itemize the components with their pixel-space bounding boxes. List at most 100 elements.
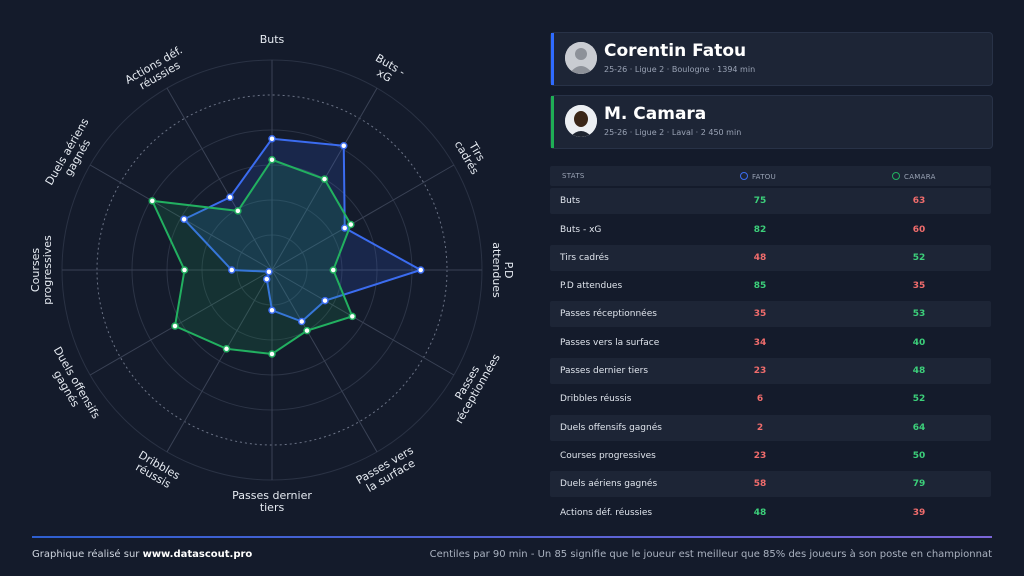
player-name: Corentin Fatou (604, 41, 747, 61)
series-area-camara (150, 158, 354, 356)
axis-label-text: tiers (260, 501, 285, 514)
data-point-fatou (265, 268, 273, 276)
table-row: Tirs cadrés 48 52 (550, 244, 991, 271)
data-point-camara (303, 326, 311, 335)
data-point-fatou (340, 141, 348, 150)
fatou-value: 35 (753, 309, 767, 320)
player-name: M. Camara (604, 104, 707, 124)
footer-note: Centiles par 90 min - Un 85 signifie que… (429, 549, 992, 560)
table-row: Duels aériens gagnés 58 79 (550, 471, 991, 498)
table-row: Passes réceptionnées 35 53 (550, 301, 991, 328)
axis-label: Buts -xG (373, 51, 407, 84)
footer-site-link[interactable]: www.datascout.pro (142, 549, 253, 560)
player-info: 25-26 · Ligue 2 · Boulogne · 1394 min (604, 65, 756, 74)
grid-spoke (271, 269, 378, 453)
table-row: Dribbles réussis 6 52 (550, 386, 991, 412)
fatou-value: 48 (753, 252, 767, 263)
header-camara: CAMARA (892, 172, 936, 181)
grid-spoke (271, 269, 455, 376)
player-info: 25-26 · Ligue 2 · Laval · 2 450 min (604, 128, 742, 137)
stat-name: Actions déf. réussies (560, 507, 653, 518)
camara-value: 39 (912, 507, 926, 518)
data-point-camara (234, 207, 242, 215)
fatou-value: 23 (753, 450, 767, 461)
stat-name: Tirs cadrés (560, 252, 609, 263)
stats-table: STATS FATOU CAMARA Buts 75 63 Buts - xG 82 60… (550, 166, 991, 526)
header-stats: STATS (562, 172, 585, 180)
camara-value: 60 (912, 224, 926, 235)
table-row: Duels offensifs gagnés 2 64 (550, 414, 991, 441)
camara-value: 64 (912, 422, 926, 433)
grid-spoke (166, 87, 273, 271)
axis-label-text: progressives (41, 235, 54, 305)
player-card-fatou: Corentin Fatou 25-26 · Ligue 2 · Boulogn… (550, 32, 993, 86)
camara-value: 52 (912, 394, 926, 405)
data-point-camara (348, 312, 357, 321)
avatar-camara (565, 105, 597, 137)
camara-value: 53 (912, 309, 926, 320)
grid-spoke (271, 164, 455, 271)
fatou-value: 23 (753, 366, 767, 377)
stat-name: Passes dernier tiers (560, 366, 649, 377)
axis-label-text: Courses (29, 248, 42, 292)
axis-label-text: attendues (490, 242, 503, 298)
axis-label: Courses progressives (29, 235, 54, 305)
stat-name: Dribbles réussis (560, 394, 632, 405)
player-card-camara: M. Camara 25-26 · Ligue 2 · Laval · 2 45… (550, 95, 993, 149)
fatou-value: 34 (753, 337, 767, 348)
fatou-value: 85 (753, 281, 767, 292)
table-row: Actions déf. réussies 48 39 (550, 500, 991, 526)
table-row: Passes dernier tiers 23 48 (550, 358, 991, 385)
camara-dot-icon (892, 172, 900, 180)
camara-value: 40 (912, 337, 926, 348)
fatou-value: 2 (756, 422, 764, 433)
stat-name: Duels aériens gagnés (560, 479, 658, 490)
table-row: Courses progressives 23 50 (550, 443, 991, 469)
table-row: Buts 75 63 (550, 188, 991, 215)
data-point-fatou (340, 224, 349, 232)
fatou-dot-icon (740, 172, 748, 180)
footer-credit: Graphique réalisé sur www.datascout.pro (32, 549, 253, 560)
data-point-camara (148, 197, 157, 205)
data-point-camara (347, 220, 355, 229)
data-point-fatou (226, 193, 234, 202)
data-point-camara (320, 175, 329, 183)
grid-spoke (89, 269, 273, 376)
data-point-fatou (268, 306, 276, 314)
axis-label: Actions déf.réussies (123, 44, 185, 93)
axis-label-text: P.D (502, 262, 515, 279)
player-color-bar (551, 96, 554, 148)
camara-value: 79 (912, 479, 926, 490)
camara-value: 52 (912, 252, 926, 263)
fatou-value: 48 (753, 507, 767, 518)
data-point-fatou (298, 317, 306, 326)
axis-label-text: Buts (260, 33, 285, 46)
axis-label: Buts (260, 33, 285, 46)
data-point-fatou (228, 266, 236, 274)
player-color-bar (551, 33, 554, 85)
data-point-camara (268, 156, 276, 164)
table-row: Passes vers la surface 34 40 (550, 330, 991, 356)
data-point-fatou (417, 266, 425, 274)
stat-name: Passes vers la surface (560, 337, 660, 348)
fatou-value: 82 (753, 224, 767, 235)
table-row: Buts - xG 82 60 (550, 217, 991, 243)
stats-table-header: STATS FATOU CAMARA (550, 166, 991, 186)
stats-rows: Buts 75 63 Buts - xG 82 60 Tirs cadrés 48 52 P.D … (550, 188, 991, 525)
footer-divider (32, 536, 992, 538)
stat-name: Duels offensifs gagnés (560, 422, 662, 433)
axis-label-text: Passes dernier (232, 489, 312, 502)
data-point-camara (268, 350, 276, 358)
camara-value: 48 (912, 366, 926, 377)
fatou-value: 75 (753, 196, 767, 207)
stat-name: Buts (560, 196, 581, 207)
